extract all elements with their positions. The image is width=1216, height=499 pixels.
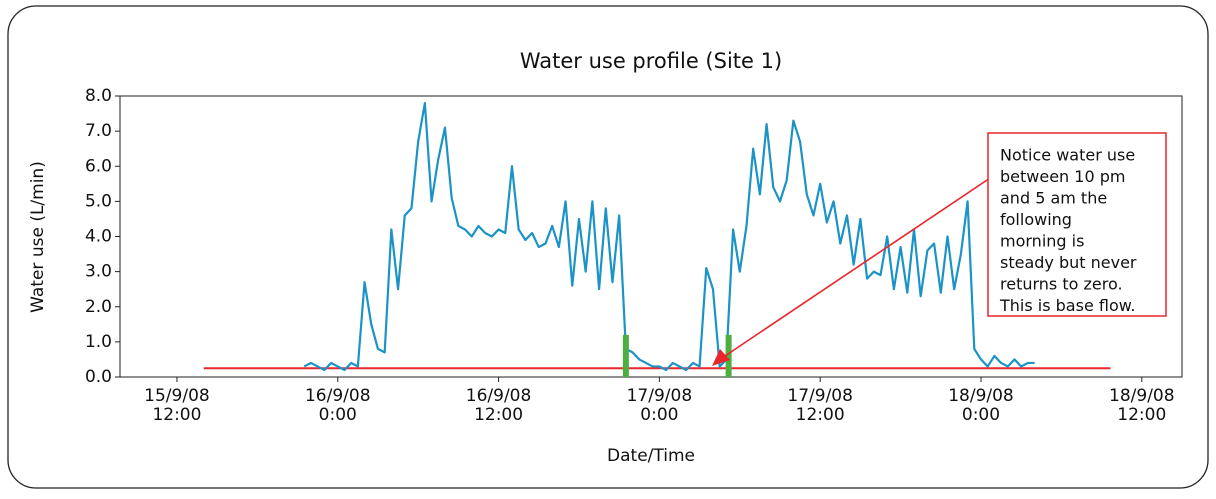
y-axis-label: Water use (L/min) (28, 161, 48, 313)
annotation-text: Notice water use (1000, 146, 1135, 165)
x-tick-label: 16/9/08 12:00 (466, 386, 532, 425)
y-tick-label: 1.0 (85, 332, 112, 352)
x-tick-label: 17/9/08 12:00 (787, 386, 853, 425)
annotation-text: This is base flow. (999, 296, 1135, 315)
arrow-head (712, 349, 730, 366)
y-tick-label: 7.0 (85, 121, 112, 141)
annotation-text: following (1000, 210, 1072, 229)
y-tick-label: 5.0 (85, 191, 112, 211)
y-tick-label: 4.0 (85, 227, 112, 247)
arrow-line (721, 169, 1003, 359)
annotation-box (987, 132, 1167, 317)
y-tick-label: 3.0 (85, 262, 112, 282)
y-tick-label: 0.0 (85, 367, 112, 387)
y-tick-label: 8.0 (85, 86, 112, 106)
highlight-bar (725, 334, 732, 377)
x-tick-label: 15/9/08 12:00 (144, 386, 210, 425)
y-tick-label: 2.0 (85, 297, 112, 317)
x-tick-label: 16/9/08 0:00 (305, 386, 371, 425)
annotation-text: and 5 am the (1000, 189, 1107, 208)
annotation-text: returns to zero. (1000, 275, 1123, 294)
x-tick-label: 18/9/08 0:00 (948, 386, 1014, 425)
annotation: Notice water use between 10 pm and 5 am th… (712, 132, 1167, 366)
data-line (303, 101, 1035, 372)
chart-title: Water use profile (Site 1) (520, 49, 782, 73)
annotation-text: steady but never (1000, 253, 1137, 272)
highlight-bar (622, 334, 629, 377)
x-axis-label: Date/Time (607, 446, 695, 466)
annotation-text: between 10 pm (1000, 167, 1125, 186)
annotation-text: morning is (1000, 232, 1084, 251)
x-tick-label: 17/9/08 0:00 (627, 386, 693, 425)
x-tick-label: 18/9/08 12:00 (1109, 386, 1175, 425)
y-tick-label: 6.0 (85, 156, 112, 176)
